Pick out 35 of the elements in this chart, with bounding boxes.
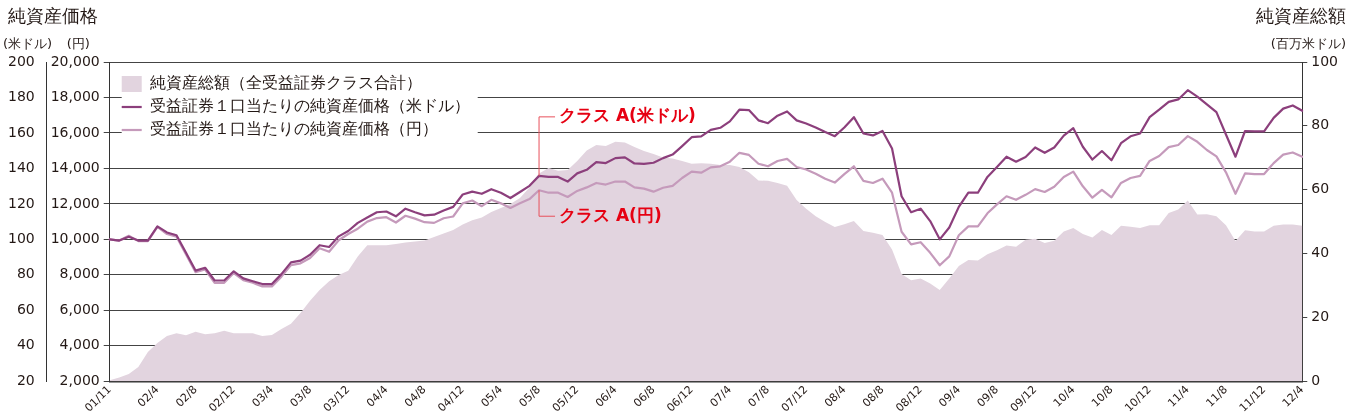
y-tick-label: 14,000 bbox=[50, 159, 100, 176]
y2-tick-label: 0 bbox=[1311, 371, 1321, 388]
y-tick-label: 10,000 bbox=[50, 230, 100, 246]
y-tick-label: 20,000 bbox=[50, 52, 100, 69]
y-tick-label: 6,000 bbox=[59, 300, 100, 317]
y3-axis-title: (米ドル) bbox=[2, 36, 53, 52]
y-tick-label: 2,000 bbox=[59, 371, 100, 388]
y2-tick-label: 100 bbox=[1311, 52, 1339, 69]
y3-tick-label: 120 bbox=[7, 194, 35, 211]
y-tick-label: 16,000 bbox=[50, 123, 100, 140]
y3-tick-label: 20 bbox=[16, 371, 35, 388]
annotation: クラス A(円) bbox=[559, 204, 662, 225]
legend-label: 受益証券１口当たりの純資産価格（米ドル） bbox=[149, 96, 470, 116]
legend-label: 受益証券１口当たりの純資産価格（円） bbox=[149, 119, 438, 139]
y2-tick-label: 20 bbox=[1311, 308, 1330, 325]
y3-tick-label: 140 bbox=[7, 159, 35, 176]
y2-tick-label: 60 bbox=[1311, 180, 1330, 197]
y3-tick-label: 80 bbox=[16, 265, 35, 282]
y3-tick-label: 200 bbox=[7, 52, 35, 69]
y-tick-label: 4,000 bbox=[59, 336, 100, 353]
y2-axis-title: 純資産総額 (百万米ドル) bbox=[1256, 4, 1346, 52]
annotation: クラス A(米ドル) bbox=[559, 105, 696, 126]
legend-label: 純資産総額（全受益証券クラス合計） bbox=[149, 73, 422, 93]
y-tick-label: 8,000 bbox=[59, 265, 100, 282]
y3-tick-label: 180 bbox=[7, 88, 35, 105]
y-tick-label: 12,000 bbox=[50, 194, 100, 211]
y3-tick-label: 100 bbox=[7, 230, 35, 246]
y-axis-title: (円) bbox=[66, 36, 90, 52]
y2-tick-label: 40 bbox=[1311, 244, 1330, 261]
y3-tick-label: 60 bbox=[16, 300, 35, 317]
y2-tick-label: 80 bbox=[1311, 116, 1330, 133]
y-tick-label: 18,000 bbox=[50, 88, 100, 105]
y3-tick-label: 160 bbox=[7, 123, 35, 140]
chart-title: 純資産価格 bbox=[8, 4, 98, 26]
y3-tick-label: 40 bbox=[16, 336, 35, 353]
